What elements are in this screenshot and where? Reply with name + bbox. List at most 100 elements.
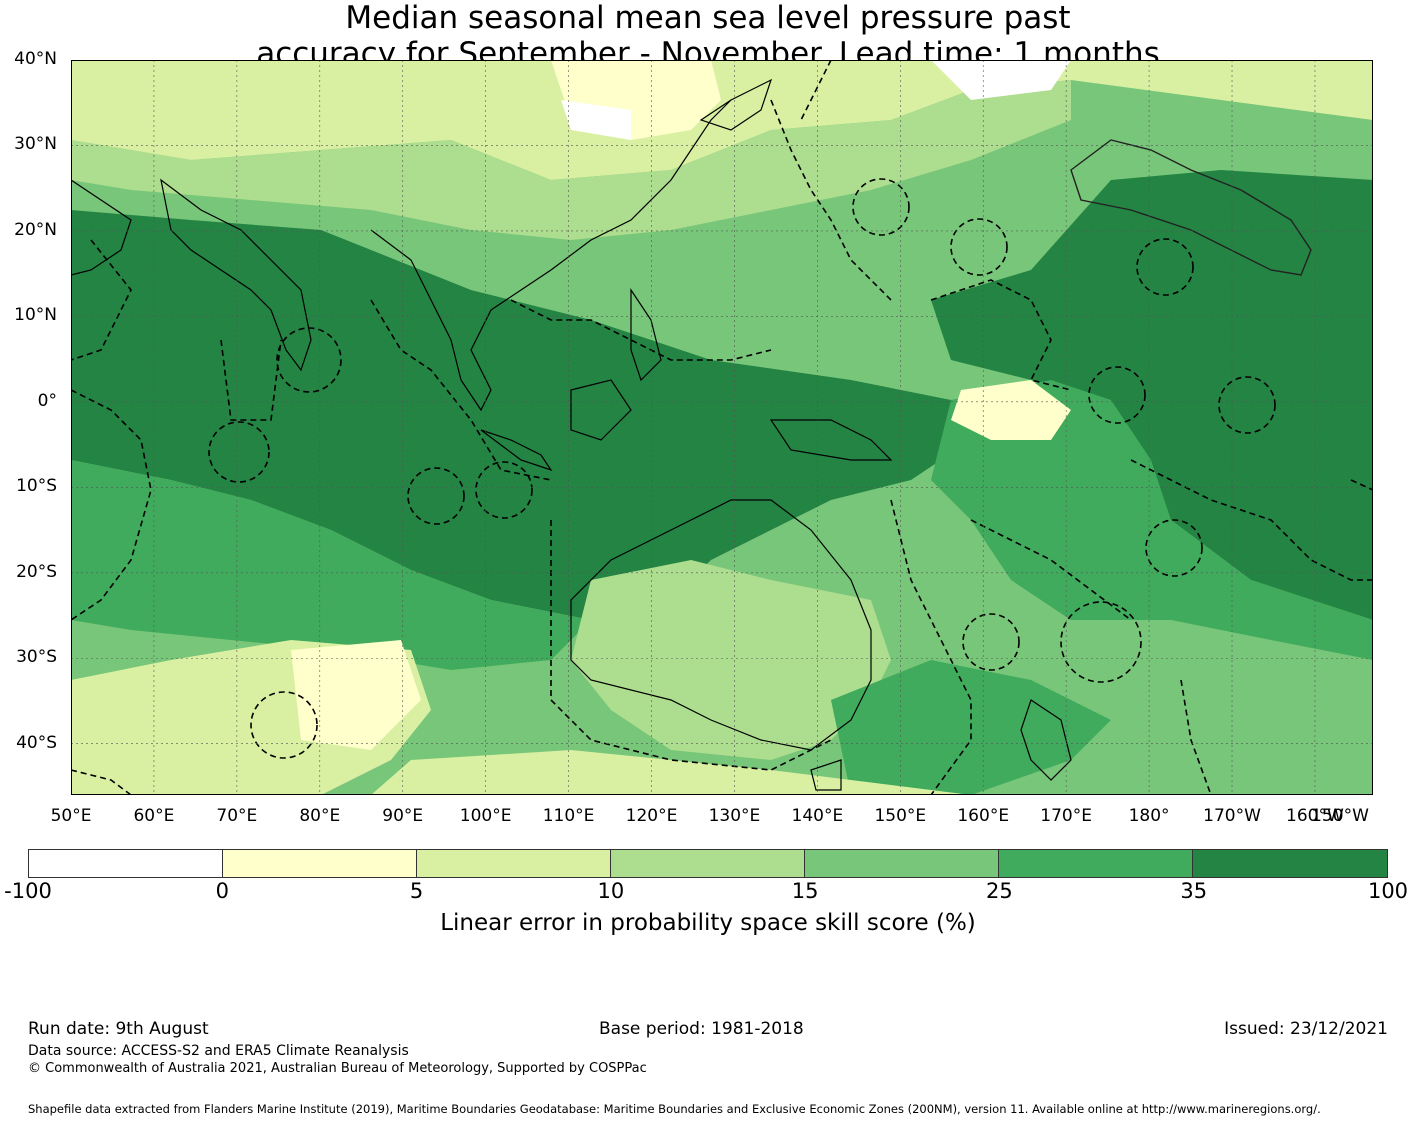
coastline-philippines	[630, 288, 662, 382]
lon-label-8: 130°E	[708, 806, 761, 826]
base-period: Base period: 1981-2018	[599, 1019, 804, 1039]
lat-label-3: 10°N	[14, 305, 57, 326]
lon-label-2: 70°E	[216, 806, 258, 826]
skill-score-map	[71, 60, 1373, 795]
colorbar-tick-1: 0	[215, 879, 229, 903]
eez-circle-6	[852, 178, 910, 236]
lon-label-6: 110°E	[542, 806, 595, 826]
eez-line-13	[1180, 679, 1212, 795]
colorbar-segment-6	[1193, 850, 1387, 877]
colorbar-tick-7: 100	[1367, 879, 1409, 903]
region-indian-dark	[71, 210, 971, 620]
colorbar-title: Linear error in probability space skill …	[440, 910, 976, 936]
lon-label-11: 160°E	[957, 806, 1010, 826]
eez-line-14	[1350, 479, 1373, 491]
lat-label-7: 30°S	[16, 647, 57, 668]
eez-circle-12	[1060, 601, 1142, 683]
copyright: © Commonwealth of Australia 2021, Austra…	[28, 1061, 647, 1076]
region-equatorial-yellow	[951, 380, 1071, 440]
lat-label-5: 10°S	[16, 476, 57, 497]
colorbar-segment-5	[999, 850, 1193, 877]
lon-label-14: 170°W	[1203, 806, 1261, 826]
colorbar-tick-4: 15	[791, 879, 819, 903]
coastline-tasmania	[810, 759, 842, 791]
region-north-light	[71, 60, 1373, 180]
colorbar-segment-2	[417, 850, 611, 877]
map-grid	[71, 60, 1373, 795]
coastline-arabia	[71, 179, 132, 276]
eez-circle-5	[250, 691, 318, 759]
coastline-new-guinea	[769, 419, 893, 461]
region-northeast-white	[931, 60, 1071, 100]
eez-line-5	[550, 520, 832, 771]
lon-label-16: 150°W	[1311, 806, 1369, 826]
run-date: Run date: 9th August	[28, 1019, 209, 1039]
colorbar-segment-1	[223, 850, 417, 877]
eez-line-15	[800, 60, 832, 121]
region-central-pacific-mid	[931, 380, 1373, 660]
eez-line-1	[71, 239, 132, 361]
coastline-japan	[699, 78, 773, 131]
colorbar-tick-0: -100	[4, 879, 52, 903]
coastline-australia	[570, 499, 872, 751]
lon-label-9: 140°E	[791, 806, 844, 826]
lon-label-1: 60°E	[133, 806, 175, 826]
eez-circle-13	[962, 613, 1020, 671]
lat-label-8: 40°S	[16, 732, 57, 753]
lon-label-5: 100°E	[459, 806, 512, 826]
map-frame	[71, 60, 1373, 795]
eez-circle-9	[1088, 366, 1146, 424]
eez-line-8	[930, 279, 1072, 391]
shapefile-note: Shapefile data extracted from Flanders M…	[28, 1102, 1321, 1116]
eez-circle-4	[475, 461, 533, 519]
eez-circle-7	[950, 218, 1008, 276]
region-southwest-yellow	[291, 640, 421, 750]
lon-label-4: 90°E	[382, 806, 424, 826]
eez-boundaries	[71, 60, 1373, 795]
colorbar-segment-0	[29, 850, 223, 877]
region-north-midlight	[71, 80, 1071, 240]
data-source: Data source: ACCESS-S2 and ERA5 Climate …	[28, 1043, 409, 1059]
colorbar-tick-3: 10	[597, 879, 625, 903]
colorbar-segment-4	[805, 850, 999, 877]
eez-line-9	[1130, 459, 1373, 581]
eez-circle-1	[276, 327, 342, 393]
lon-label-3: 80°E	[299, 806, 341, 826]
eez-circle-2	[208, 421, 270, 483]
eez-circle-8	[1136, 238, 1194, 296]
eez-line-6	[890, 499, 972, 795]
region-north-white	[561, 100, 631, 140]
issued-date: Issued: 23/12/2021	[1224, 1019, 1388, 1039]
coastline-sumatra	[480, 429, 553, 472]
lat-label-6: 20°S	[16, 561, 57, 582]
eez-line-2	[220, 339, 282, 421]
lon-label-15: 160°W	[1286, 806, 1344, 826]
eez-circle-11	[1145, 519, 1203, 577]
title-line-1: Median seasonal mean sea level pressure …	[345, 0, 1071, 36]
lat-label-2: 20°N	[14, 219, 57, 240]
region-hawaii-dark	[931, 170, 1373, 620]
lon-label-10: 150°E	[874, 806, 927, 826]
colorbar-tick-2: 5	[409, 879, 424, 903]
colorbar	[28, 849, 1388, 878]
eez-line-3	[370, 299, 552, 481]
lon-label-7: 120°E	[625, 806, 678, 826]
eez-line-11	[71, 389, 152, 621]
chart-title: Median seasonal mean sea level pressure …	[0, 0, 1416, 72]
coastline-southeast-asia	[370, 99, 732, 412]
lat-label-1: 30°N	[14, 134, 57, 155]
lon-label-0: 50°E	[50, 806, 92, 826]
coastline-borneo	[570, 379, 632, 441]
eez-line-7	[770, 99, 892, 301]
eez-line-12	[71, 769, 132, 795]
eez-circle-10	[1218, 376, 1276, 434]
region-south-indian-mid	[71, 460, 591, 670]
lat-label-4: 0°	[37, 390, 57, 411]
coastline-new-zealand	[1020, 699, 1072, 781]
lon-label-12: 170°E	[1040, 806, 1093, 826]
colorbar-tick-5: 25	[986, 879, 1013, 903]
colorbar-segment-3	[611, 850, 805, 877]
coastline-india	[160, 178, 312, 372]
eez-line-4	[510, 299, 772, 361]
region-australia-light	[571, 560, 891, 760]
